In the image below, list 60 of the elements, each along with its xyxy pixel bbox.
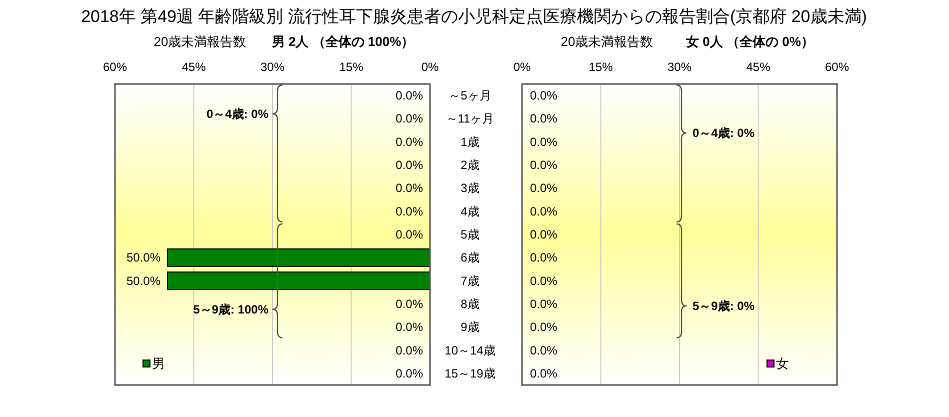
chart-subtitle: 男 2人 （全体の 100%） [270,34,414,49]
y-tick-label: 4歳 [460,204,480,218]
data-label: 0.0% [530,343,558,358]
y-tick-label: 9歳 [460,320,480,334]
data-label: 0.0% [530,228,558,242]
data-label: 0.0% [530,320,558,334]
y-tick-label: 1歳 [460,134,480,149]
x-tick-label: 0% [513,60,531,74]
text: 2018年 第49週 年齢階級別 流行性耳下腺炎患者の小児科定点医療機関からの報告割合(京都府 20歳未満) [81,7,867,26]
legend-label: 女 [776,356,789,371]
chart-subtitle: 女 0人 （全体の 0%） [685,34,814,49]
x-tick-label: 60% [102,60,128,74]
data-label: 0.0% [396,296,424,311]
data-label: 50.0% [126,250,161,265]
x-tick-label: 0% [421,60,439,74]
x-tick-label: 60% [824,60,850,74]
data-label: 0.0% [396,181,424,196]
data-label: 0.0% [530,366,558,380]
data-label: 0.0% [530,158,558,172]
y-tick-label: 15～19歳 [444,366,496,380]
x-tick-label: 45% [746,60,771,74]
y-tick-label: 10～14歳 [444,343,496,358]
y-tick-label: 2歳 [460,158,480,172]
data-label: 0.0% [396,343,424,358]
data-label: 0.0% [530,112,558,126]
data-label: 0.0% [530,204,558,218]
y-tick-label: ～11ヶ月 [446,112,494,126]
data-label: 0.0% [530,250,558,265]
data-label: 0.0% [396,204,424,218]
data-label: 0.0% [396,158,424,172]
data-label: 0.0% [396,228,424,242]
data-label: 0.0% [530,134,558,149]
data-label: 0.0% [530,181,558,196]
data-label: 0.0% [396,366,424,380]
x-tick-label: 15% [588,60,614,74]
annotation: 0～4歳: 0% [206,106,269,121]
data-label: 0.0% [396,112,424,126]
x-tick-label: 30% [667,60,692,74]
legend-label: 男 [152,356,165,371]
data-label: 0.0% [530,88,558,103]
data-label: 0.0% [396,320,424,334]
y-tick-label: 8歳 [460,296,480,311]
x-axis-title: 20歳未満報告数 [154,34,246,49]
y-tick-label: 5歳 [460,228,480,242]
y-tick-label: 7歳 [460,274,480,288]
annotation: 5～9歳: 100% [193,302,269,316]
annotation: 0～4歳: 0% [692,126,755,140]
data-label: 0.0% [396,88,424,103]
annotation: 5～9歳: 0% [692,298,755,313]
data-label: 0.0% [530,296,558,311]
y-tick-label: 3歳 [460,181,480,196]
x-axis-title: 20歳未満報告数 [560,34,654,49]
x-tick-label: 30% [260,60,285,74]
data-label: 50.0% [126,274,161,288]
x-tick-label: 15% [339,60,364,74]
data-label: 0.0% [396,134,424,149]
data-label: 0.0% [530,274,558,288]
y-tick-label: 6歳 [460,250,480,265]
y-tick-label: ～5ヶ月 [448,88,492,103]
x-tick-label: 45% [182,60,206,74]
